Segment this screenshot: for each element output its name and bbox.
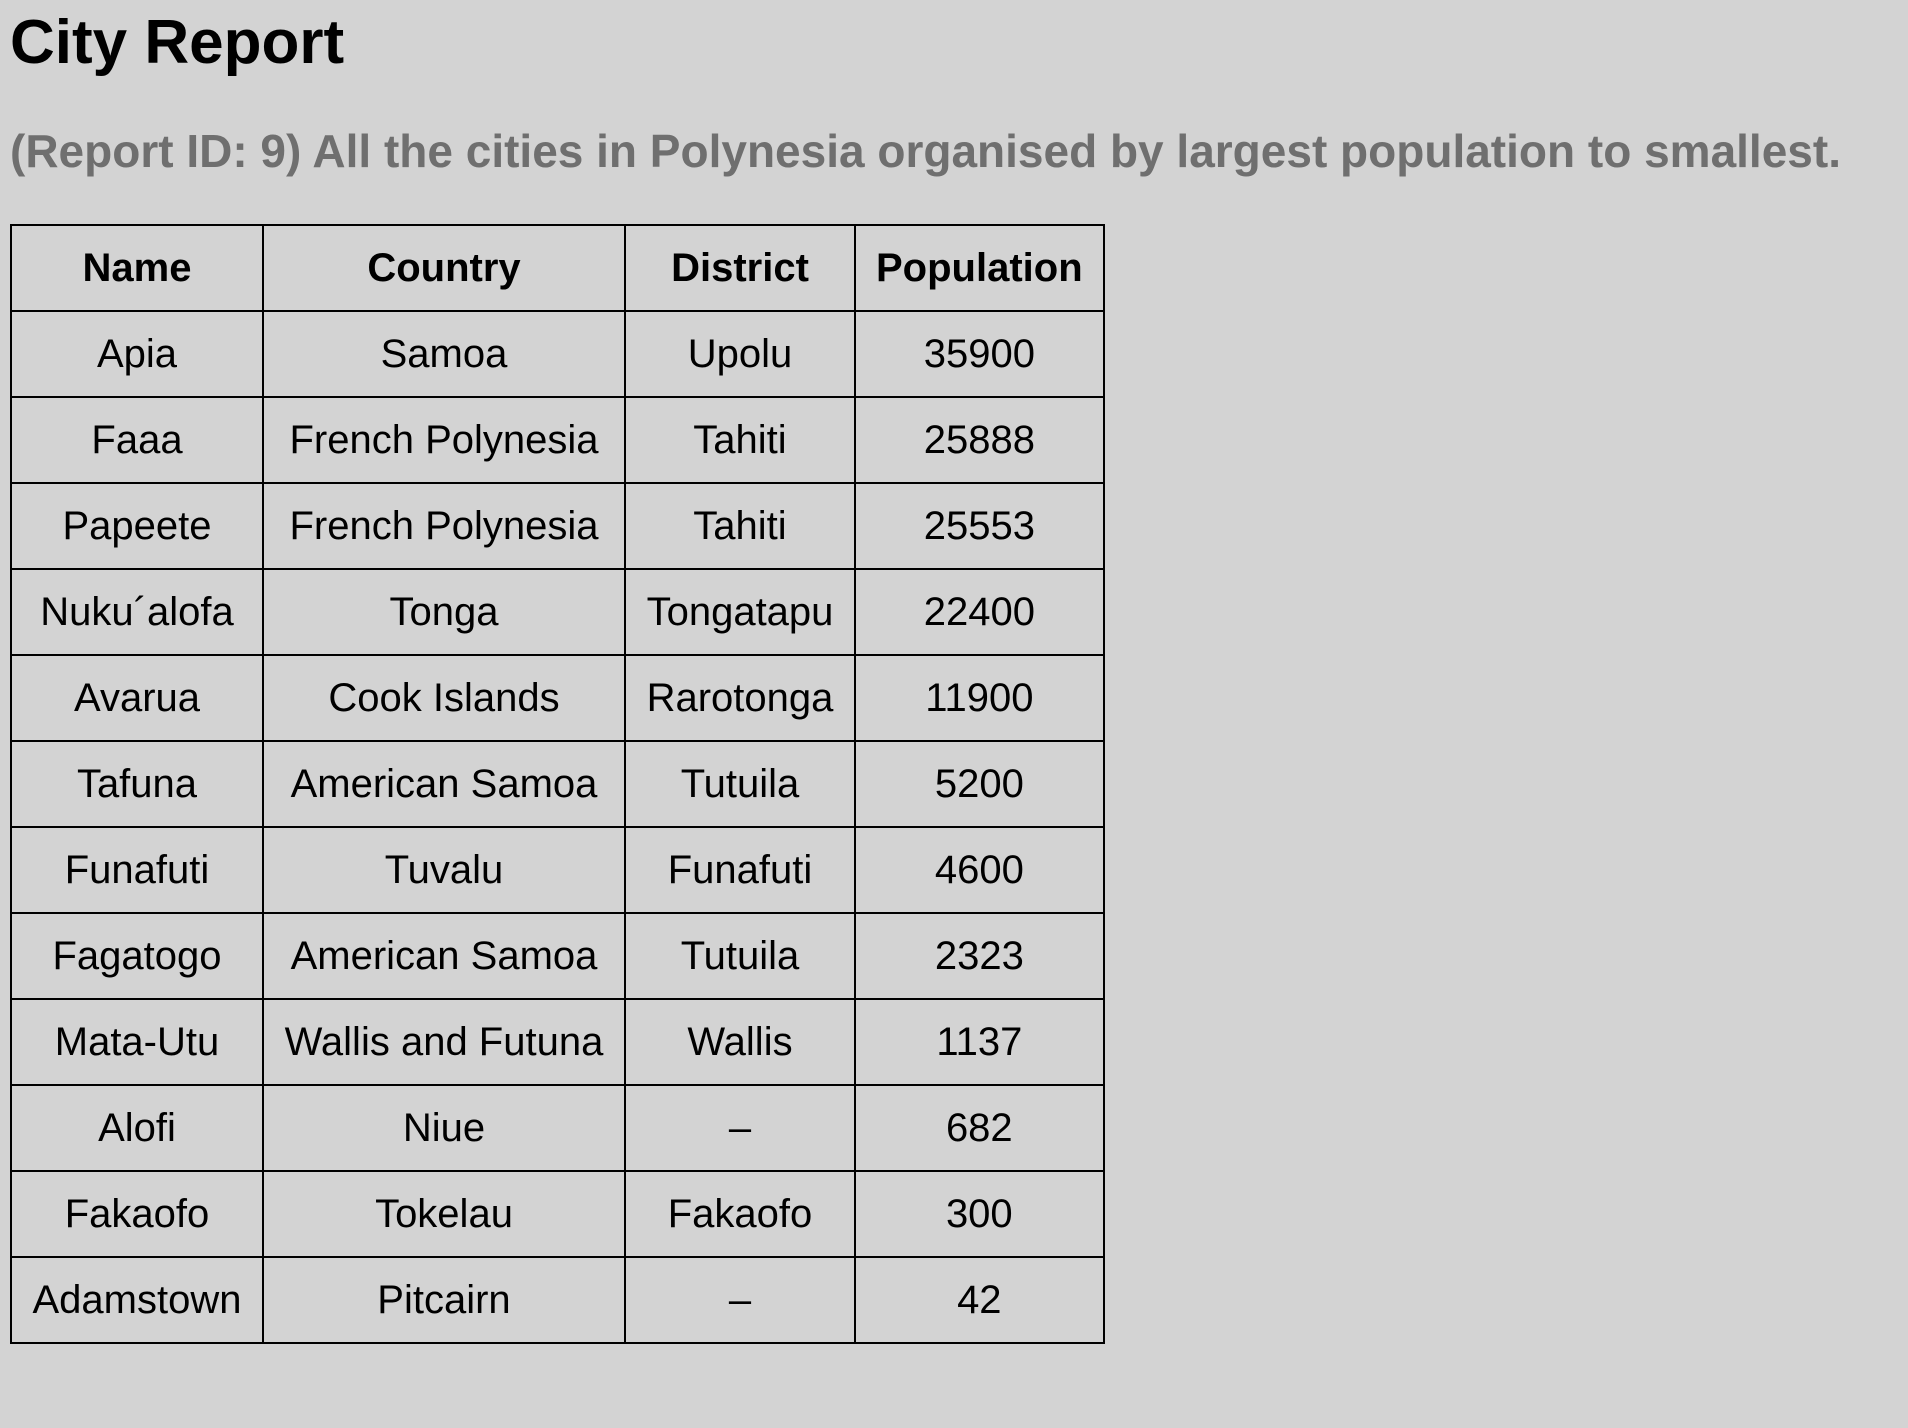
cell-district: – [624, 1256, 856, 1344]
column-header-district: District [624, 224, 856, 312]
table-row: Avarua Cook Islands Rarotonga 11900 [10, 654, 1105, 742]
cell-population: 5200 [854, 740, 1105, 828]
cell-country: American Samoa [262, 740, 626, 828]
cell-name: Papeete [10, 482, 264, 570]
cell-population: 682 [854, 1084, 1105, 1172]
cell-name: Tafuna [10, 740, 264, 828]
cell-district: Rarotonga [624, 654, 856, 742]
cell-name: Fagatogo [10, 912, 264, 1000]
table-row: Faaa French Polynesia Tahiti 25888 [10, 396, 1105, 484]
header-row: Name Country District Population [10, 224, 1105, 312]
cell-district: Upolu [624, 310, 856, 398]
column-header-country: Country [262, 224, 626, 312]
cell-population: 22400 [854, 568, 1105, 656]
cell-name: Nuku´alofa [10, 568, 264, 656]
cell-country: Wallis and Futuna [262, 998, 626, 1086]
cell-population: 35900 [854, 310, 1105, 398]
cell-population: 1137 [854, 998, 1105, 1086]
cell-population: 2323 [854, 912, 1105, 1000]
cell-country: French Polynesia [262, 482, 626, 570]
table-body: Apia Samoa Upolu 35900 Faaa French Polynesia T… [10, 310, 1105, 1344]
cell-district: – [624, 1084, 856, 1172]
cell-name: Adamstown [10, 1256, 264, 1344]
table-row: Tafuna American Samoa Tutuila 5200 [10, 740, 1105, 828]
column-header-name: Name [10, 224, 264, 312]
table-header: Name Country District Population [10, 224, 1105, 312]
cell-country: French Polynesia [262, 396, 626, 484]
table-row: Adamstown Pitcairn –42 [10, 1256, 1105, 1344]
table-row: Mata-Utu Wallis and Futuna Wallis 1137 [10, 998, 1105, 1086]
cell-name: Avarua [10, 654, 264, 742]
cell-population: 42 [854, 1256, 1105, 1344]
cell-district: Tutuila [624, 912, 856, 1000]
table-row: Alofi Niue –682 [10, 1084, 1105, 1172]
cell-name: Apia [10, 310, 264, 398]
cell-district: Funafuti [624, 826, 856, 914]
cell-name: Alofi [10, 1084, 264, 1172]
cell-district: Fakaofo [624, 1170, 856, 1258]
report-description: (Report ID: 9) All the cities in Polynes… [10, 125, 1841, 177]
cell-district: Tahiti [624, 482, 856, 570]
table-row: Funafuti Tuvalu Funafuti 4600 [10, 826, 1105, 914]
table-row: Apia Samoa Upolu 35900 [10, 310, 1105, 398]
page-title: City Report [10, 8, 345, 77]
cell-country: Tuvalu [262, 826, 626, 914]
cell-population: 11900 [854, 654, 1105, 742]
cell-country: American Samoa [262, 912, 626, 1000]
cell-district: Tahiti [624, 396, 856, 484]
cell-district: Tutuila [624, 740, 856, 828]
cell-name: Mata-Utu [10, 998, 264, 1086]
cell-population: 300 [854, 1170, 1105, 1258]
cell-district: Tongatapu [624, 568, 856, 656]
table-row: Fagatogo American Samoa Tutuila 2323 [10, 912, 1105, 1000]
city-report-table: Name Country District Population Apia Sam… [10, 224, 1105, 1344]
cell-name: Faaa [10, 396, 264, 484]
cell-population: 25553 [854, 482, 1105, 570]
cell-country: Samoa [262, 310, 626, 398]
cell-name: Funafuti [10, 826, 264, 914]
column-header-population: Population [854, 224, 1105, 312]
cell-country: Tonga [262, 568, 626, 656]
cell-country: Tokelau [262, 1170, 626, 1258]
table-row: Nuku´alofa Tonga Tongatapu 22400 [10, 568, 1105, 656]
cell-district: Wallis [624, 998, 856, 1086]
cell-country: Niue [262, 1084, 626, 1172]
cell-name: Fakaofo [10, 1170, 264, 1258]
cell-population: 25888 [854, 396, 1105, 484]
cell-country: Cook Islands [262, 654, 626, 742]
table-row: Papeete French Polynesia Tahiti 25553 [10, 482, 1105, 570]
table-row: Fakaofo Tokelau Fakaofo 300 [10, 1170, 1105, 1258]
cell-population: 4600 [854, 826, 1105, 914]
cell-country: Pitcairn [262, 1256, 626, 1344]
